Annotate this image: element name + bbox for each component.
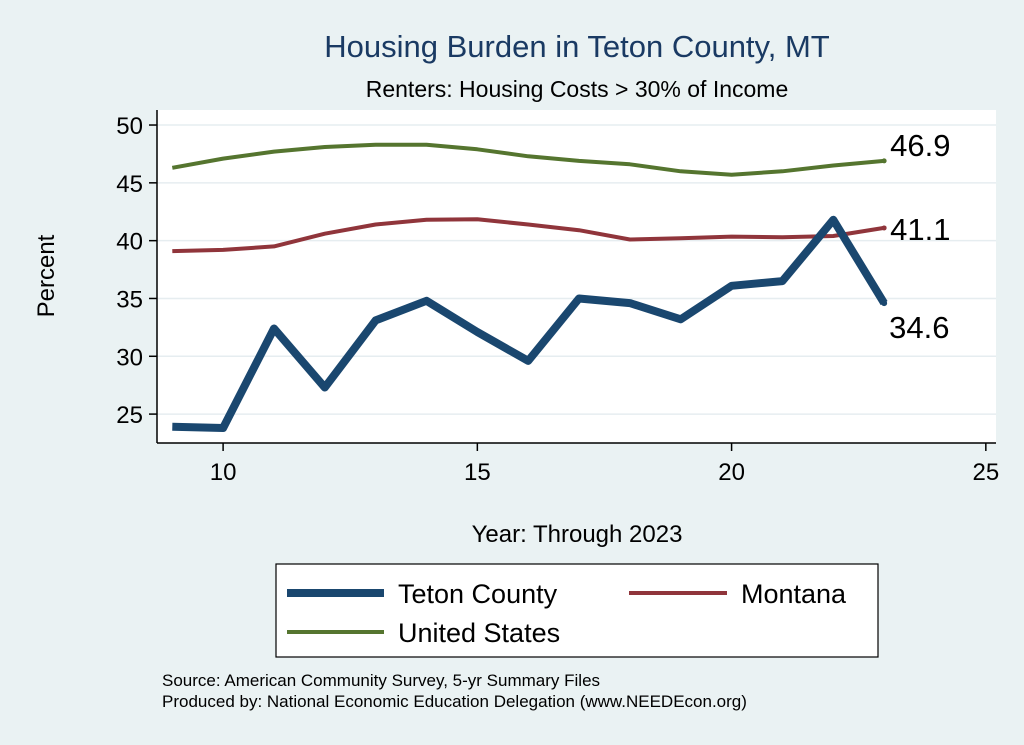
series-end-point-united-states xyxy=(881,158,887,164)
legend-label-united-states: United States xyxy=(398,618,560,648)
end-label-teton-county: 34.6 xyxy=(889,310,949,345)
chart-title: Housing Burden in Teton County, MT xyxy=(324,29,830,64)
axes xyxy=(156,110,996,444)
y-tick-label-50: 50 xyxy=(116,113,143,140)
end-label-montana: 41.1 xyxy=(890,212,950,247)
series-line-teton-county xyxy=(172,215,888,432)
y-axis-ticks: 25 30 35 40 45 50 xyxy=(116,113,157,429)
legend-label-montana: Montana xyxy=(741,579,847,609)
y-tick-label-25: 25 xyxy=(116,402,143,429)
legend xyxy=(275,563,879,658)
x-tick-label-25: 25 xyxy=(972,459,999,486)
chart-subtitle: Renters: Housing Costs > 30% of Income xyxy=(366,76,789,102)
x-tick-label-20: 20 xyxy=(718,459,745,486)
y-tick-label-45: 45 xyxy=(116,171,143,198)
series-line-montana xyxy=(172,217,885,254)
y-tick-label-40: 40 xyxy=(116,229,143,256)
x-axis-label: Year: Through 2023 xyxy=(472,521,683,548)
end-labels: 34.6 41.1 46.9 xyxy=(889,128,950,345)
source-note: Source: American Community Survey, 5-yr … xyxy=(162,671,600,690)
series-end-point-teton-county xyxy=(881,300,888,307)
plot-area xyxy=(157,110,996,443)
producer-note: Produced by: National Economic Education… xyxy=(162,692,747,711)
x-tick-label-10: 10 xyxy=(210,459,237,486)
series-lines xyxy=(171,142,888,432)
series-end-point-montana xyxy=(881,225,887,231)
y-axis-label: Percent xyxy=(33,234,60,317)
x-axis-ticks: 10 15 20 25 xyxy=(210,443,999,486)
end-label-united-states: 46.9 xyxy=(890,128,950,163)
y-tick-label-30: 30 xyxy=(116,344,143,371)
legend-entries: Teton County Montana United States xyxy=(287,579,847,648)
y-tick-label-35: 35 xyxy=(116,286,143,313)
x-tick-label-15: 15 xyxy=(464,459,491,486)
series-line-united-states xyxy=(171,142,885,177)
legend-label-teton-county: Teton County xyxy=(398,579,558,609)
